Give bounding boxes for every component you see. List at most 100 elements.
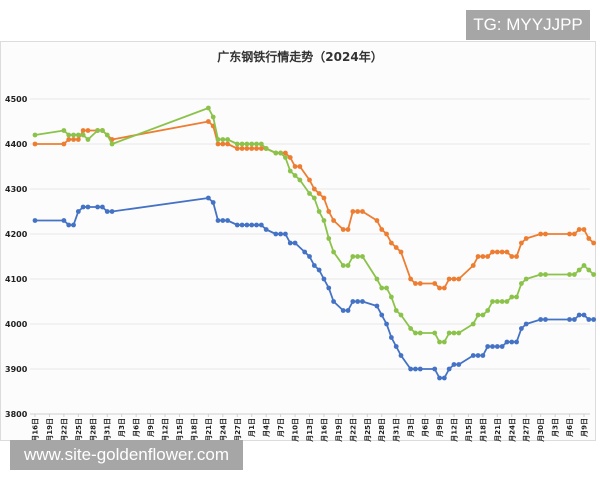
data-point — [504, 339, 510, 345]
data-point — [340, 227, 346, 232]
data-point — [374, 276, 380, 282]
data-point — [302, 249, 308, 255]
data-point — [360, 254, 365, 259]
data-point — [413, 281, 418, 286]
data-point — [340, 263, 346, 268]
data-point — [254, 222, 259, 228]
y-tick-label: 4100 — [5, 275, 28, 284]
x-tick-label: 月3日 — [552, 418, 560, 438]
data-point — [307, 254, 312, 259]
data-point — [104, 132, 110, 138]
data-point — [494, 344, 500, 349]
data-point — [95, 128, 101, 133]
data-point — [311, 263, 317, 268]
watermark-top: TG: MYYJJPP — [466, 10, 590, 40]
data-point — [32, 218, 38, 223]
data-point — [388, 335, 394, 340]
data-point — [591, 240, 597, 246]
data-point — [297, 164, 303, 169]
data-point — [499, 249, 505, 255]
data-point — [331, 299, 336, 304]
y-tick-label: 3900 — [5, 365, 28, 374]
data-point — [571, 231, 577, 237]
data-point — [494, 249, 500, 255]
data-point — [581, 312, 587, 318]
data-point — [109, 141, 115, 147]
data-point — [523, 276, 529, 282]
data-point — [244, 222, 250, 228]
data-point — [408, 276, 414, 282]
data-point — [234, 222, 240, 228]
data-point — [75, 209, 81, 214]
data-point — [360, 209, 365, 214]
x-tick-label: 月9日 — [436, 418, 444, 438]
data-point — [408, 326, 414, 331]
watermark-bottom: www.site-goldenflower.com — [10, 440, 243, 470]
data-point — [307, 177, 312, 183]
data-point — [470, 321, 476, 327]
data-point — [205, 105, 211, 111]
data-point — [61, 218, 67, 223]
data-point — [350, 254, 356, 259]
data-point — [215, 141, 221, 147]
x-tick-label: 月9日 — [581, 418, 589, 438]
data-point — [297, 177, 303, 183]
series-blue — [32, 195, 597, 381]
x-tick-label: 月18日 — [190, 418, 198, 443]
data-point — [234, 146, 240, 151]
data-point — [104, 209, 110, 214]
data-point — [388, 294, 394, 300]
data-point — [287, 155, 293, 160]
data-point — [441, 375, 447, 381]
data-point — [441, 339, 447, 345]
data-point — [321, 195, 327, 201]
data-point — [263, 227, 269, 232]
x-tick-label: 月30日 — [537, 418, 545, 443]
data-point — [258, 222, 264, 228]
data-point — [432, 281, 438, 286]
data-point — [225, 141, 231, 147]
data-point — [475, 254, 481, 259]
data-point — [538, 272, 544, 277]
data-point — [355, 299, 361, 304]
data-point — [287, 240, 293, 246]
data-point — [283, 231, 288, 237]
data-point — [273, 231, 279, 237]
data-point — [379, 227, 385, 232]
data-point — [470, 353, 476, 358]
data-point — [340, 308, 346, 313]
data-point — [61, 141, 67, 147]
x-tick-label: 月28日 — [89, 418, 97, 443]
data-point — [263, 146, 269, 151]
data-point — [485, 344, 491, 349]
y-tick-label: 4500 — [5, 95, 28, 104]
data-point — [374, 218, 380, 223]
x-tick-label: 月24日 — [508, 418, 516, 443]
data-point — [567, 231, 572, 237]
y-tick-label: 4000 — [5, 320, 28, 329]
data-point — [514, 254, 519, 259]
x-tick-label: 月1日 — [248, 418, 256, 438]
data-point — [345, 308, 351, 313]
data-point — [254, 141, 259, 147]
data-point — [393, 245, 399, 250]
chart-title: 广东钢铁行情走势（2024年） — [217, 50, 383, 64]
data-point — [417, 281, 423, 286]
data-point — [417, 366, 423, 372]
data-point — [85, 137, 91, 142]
data-point — [278, 150, 284, 156]
data-point — [66, 222, 72, 228]
x-tick-label: 月24日 — [219, 418, 227, 443]
data-point — [239, 141, 245, 147]
x-tick-label: 月6日 — [566, 418, 574, 438]
data-point — [258, 141, 264, 147]
data-point — [66, 137, 72, 142]
data-point — [475, 353, 481, 358]
data-point — [249, 146, 255, 151]
x-tick-label: 月21日 — [205, 418, 213, 443]
data-point — [591, 317, 597, 322]
data-point — [326, 285, 332, 291]
y-tick-label: 4200 — [5, 230, 28, 239]
data-point — [239, 146, 245, 151]
